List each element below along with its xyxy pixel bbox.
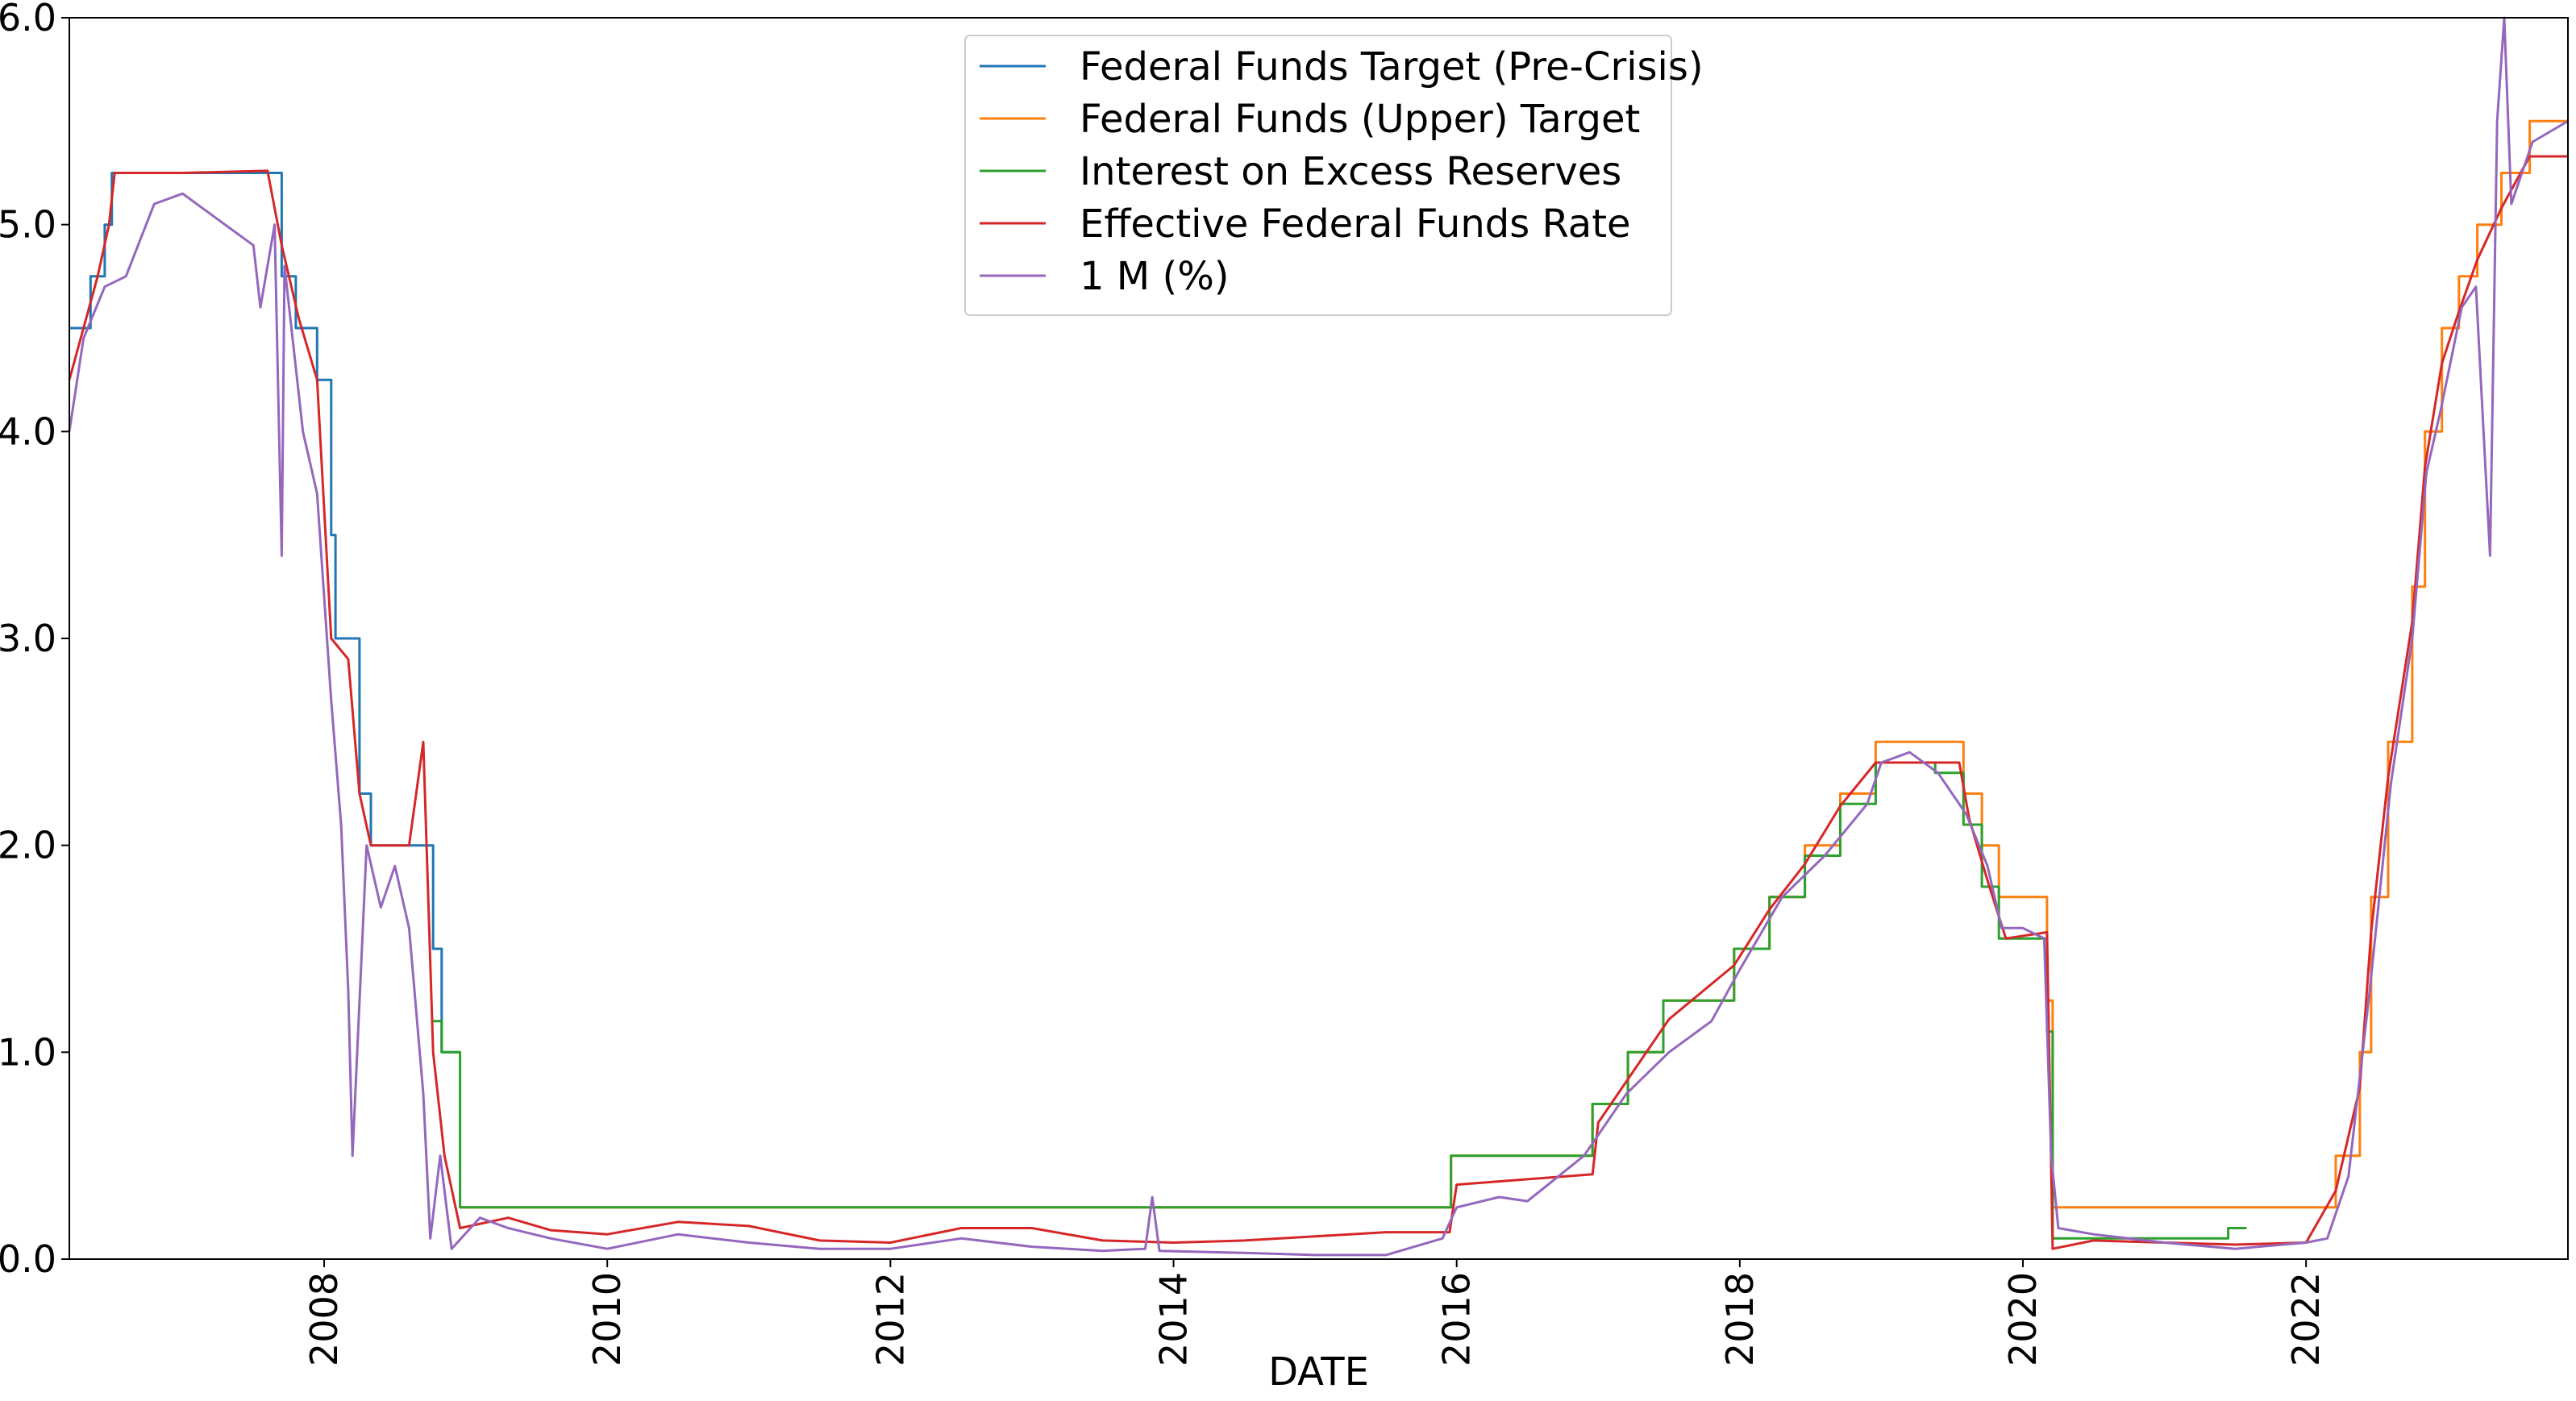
- series-line-4: [68, 155, 2568, 1250]
- legend-label: 1 M (%): [1080, 254, 1230, 299]
- x-tick-label: 2010: [585, 1272, 629, 1366]
- y-tick-label: 4.0: [0, 409, 56, 453]
- y-tick-label: 3.0: [0, 617, 56, 660]
- x-axis-title: DATE: [1268, 1349, 1369, 1395]
- legend-label: Interest on Excess Reserves: [1080, 149, 1621, 194]
- series-line-3: [433, 761, 2247, 1240]
- x-tick-label: 2016: [1435, 1272, 1479, 1366]
- y-tick-label: 6.0: [0, 0, 56, 39]
- series-layer: [68, 16, 2569, 1257]
- y-axis: 0.0 1.0 2.0 3.0 4.0 5.0 6.0: [0, 0, 69, 1281]
- y-tick-label: 5.0: [0, 203, 56, 247]
- y-tick-label: 2.0: [0, 824, 56, 867]
- legend-label: Federal Funds Target (Pre-Crisis): [1080, 44, 1704, 89]
- x-tick-label: 2014: [1152, 1272, 1196, 1366]
- legend: Federal Funds Target (Pre-Crisis) Federal…: [964, 35, 1704, 316]
- x-tick-label: 2022: [2284, 1272, 2328, 1366]
- x-tick-label: 2012: [868, 1272, 912, 1366]
- y-tick-label: 0.0: [0, 1237, 56, 1281]
- x-axis: 2008 2010 2012 2014 2016 2018 2020 2022: [302, 1259, 2328, 1366]
- legend-box: [964, 35, 1672, 316]
- series-line-1: [69, 172, 460, 1054]
- x-tick-label: 2018: [1718, 1272, 1762, 1366]
- x-tick-label: 2008: [302, 1272, 346, 1366]
- legend-label: Effective Federal Funds Rate: [1080, 202, 1631, 247]
- series-line-5: [68, 16, 2569, 1257]
- y-tick-label: 1.0: [0, 1030, 56, 1074]
- x-tick-label: 2020: [2001, 1272, 2045, 1366]
- legend-label: Federal Funds (Upper) Target: [1080, 97, 1640, 142]
